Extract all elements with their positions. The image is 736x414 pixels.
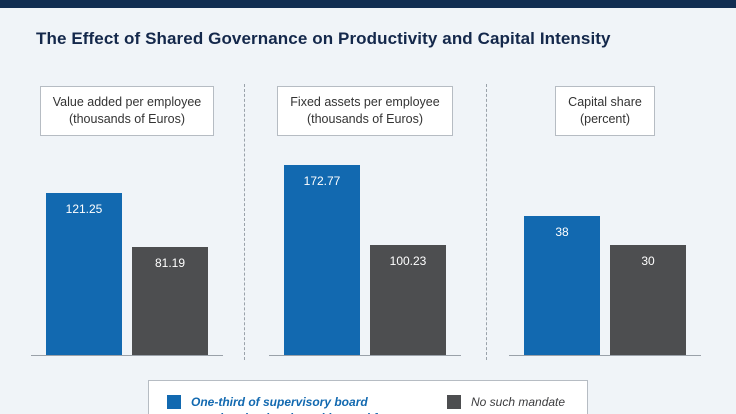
bar-mandate: 121.25 — [46, 193, 122, 355]
panel-label-line: (thousands of Euros) — [306, 111, 424, 126]
bar-value-label: 30 — [641, 254, 655, 268]
panel-label-capital-share: Capital share (percent) — [555, 86, 655, 136]
legend-swatch-mandate — [167, 395, 181, 409]
legend-swatch-no-mandate — [447, 395, 461, 409]
top-accent-strip — [0, 0, 736, 8]
bar-value-label: 172.77 — [303, 174, 341, 188]
bar-value-label: 38 — [555, 225, 569, 239]
panel-label-line: (percent) — [579, 111, 631, 126]
panel-fixed-assets: Fixed assets per employee (thousands of … — [269, 86, 461, 356]
bar-mandate: 38 — [524, 216, 600, 355]
panel-value-added: Value added per employee (thousands of E… — [31, 86, 223, 356]
panel-label-value-added: Value added per employee (thousands of E… — [39, 86, 215, 136]
bar-mandate: 172.77 — [284, 165, 360, 355]
legend-item-mandate: One-third of supervisory board mandated … — [167, 394, 419, 414]
panel-separator — [244, 84, 245, 360]
bar-value-label: 81.19 — [154, 256, 186, 270]
bar-no-mandate: 81.19 — [132, 247, 208, 355]
bar-no-mandate: 100.23 — [370, 245, 446, 355]
panel-label-line: Value added per employee — [52, 95, 202, 109]
legend-label-mandate: One-third of supervisory board mandated … — [191, 395, 402, 414]
legend: One-third of supervisory board mandated … — [148, 380, 588, 414]
bar-value-label: 121.25 — [65, 202, 103, 216]
panel-capital-share: Capital share (percent) 38 30 — [509, 86, 701, 356]
bar-value-label: 100.23 — [389, 254, 427, 268]
chart-title: The Effect of Shared Governance on Produ… — [36, 29, 611, 48]
panel-label-line: (thousands of Euros) — [68, 111, 186, 126]
bar-no-mandate: 30 — [610, 245, 686, 355]
panel-separator — [486, 84, 487, 360]
panel-label-line: Capital share — [568, 95, 642, 109]
legend-label-no-mandate: No such mandate — [471, 395, 566, 409]
panel-label-fixed-assets: Fixed assets per employee (thousands of … — [277, 86, 453, 136]
panel-label-line: Fixed assets per employee — [290, 95, 440, 109]
legend-item-no-mandate: No such mandate — [447, 394, 565, 410]
